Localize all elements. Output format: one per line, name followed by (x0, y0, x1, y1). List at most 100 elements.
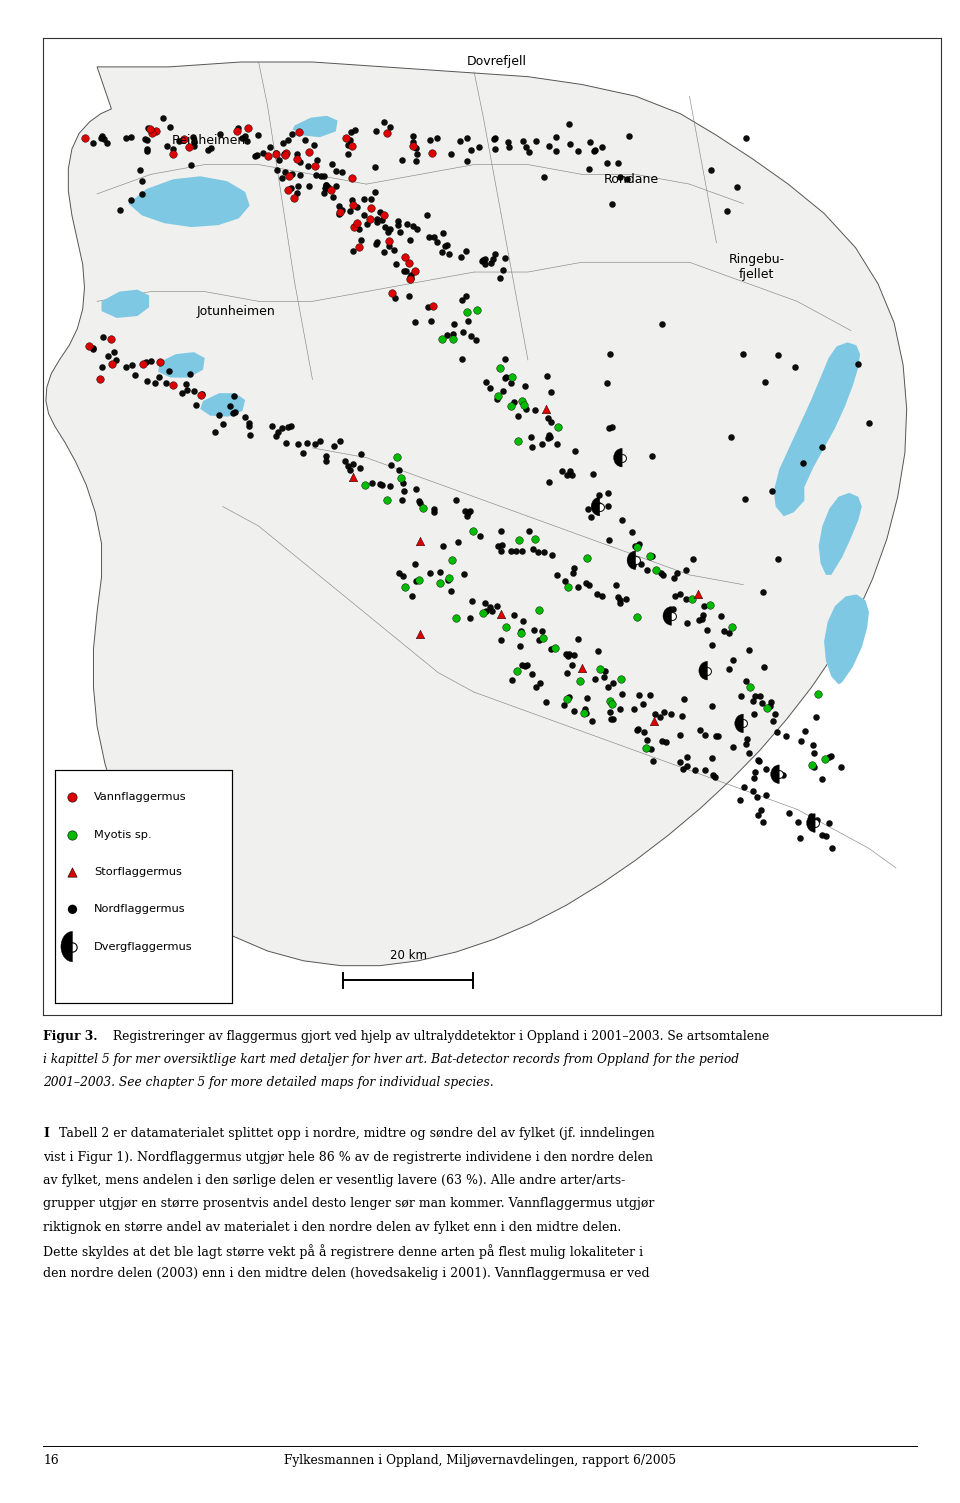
Point (600, 481, 615, 505)
Point (234, 126, 250, 150)
Point (497, 347, 513, 371)
Polygon shape (824, 594, 869, 684)
Point (619, 167, 635, 191)
Point (464, 138, 479, 162)
Point (654, 729, 669, 753)
Text: 2001–2003. See chapter 5 for more detailed maps for individual species.: 2001–2003. See chapter 5 for more detail… (43, 1076, 493, 1090)
Point (547, 636, 563, 660)
Text: Dvergflaggermus: Dvergflaggermus (94, 941, 192, 951)
Point (612, 588, 628, 612)
Point (465, 589, 480, 613)
Point (364, 470, 379, 494)
Point (65, 786, 80, 810)
Point (291, 431, 306, 455)
Point (591, 494, 607, 519)
Point (564, 652, 579, 676)
Point (321, 176, 336, 200)
Point (284, 162, 300, 186)
Point (356, 203, 372, 227)
Point (85, 337, 101, 361)
Point (159, 134, 175, 158)
Point (580, 497, 595, 522)
Point (290, 174, 305, 198)
Point (277, 161, 293, 185)
Point (413, 491, 428, 516)
Point (346, 194, 361, 218)
Point (765, 709, 780, 733)
Point (276, 131, 291, 155)
Point (767, 702, 782, 726)
Point (307, 155, 323, 179)
Point (262, 135, 277, 159)
Point (495, 379, 511, 403)
Point (558, 570, 573, 594)
Point (508, 538, 523, 562)
Point (487, 128, 502, 152)
Polygon shape (201, 394, 245, 416)
Point (612, 165, 627, 189)
Point (298, 128, 313, 152)
Point (182, 362, 198, 386)
Point (543, 380, 559, 404)
Point (605, 415, 620, 439)
Point (692, 609, 708, 633)
Point (434, 240, 449, 265)
Point (543, 637, 559, 661)
Point (596, 664, 612, 688)
Point (426, 225, 442, 249)
Point (296, 440, 311, 464)
Point (485, 246, 500, 271)
Point (516, 129, 531, 153)
Point (188, 392, 204, 416)
Point (822, 744, 837, 768)
Point (517, 374, 533, 398)
Text: 16: 16 (43, 1455, 59, 1467)
Point (528, 528, 543, 552)
Point (108, 347, 124, 371)
Point (752, 748, 767, 773)
Point (368, 155, 383, 179)
Point (229, 119, 245, 143)
Point (695, 603, 710, 627)
Point (348, 119, 363, 143)
Point (585, 463, 600, 487)
Point (578, 571, 593, 595)
Point (805, 733, 821, 758)
Point (753, 684, 768, 708)
Point (408, 570, 423, 594)
Point (523, 424, 539, 448)
Point (180, 377, 195, 401)
Point (186, 134, 202, 158)
Point (138, 350, 154, 374)
Text: riktignok en større andel av materialet i den nordre delen av fylket enn i den m: riktignok en større andel av materialet … (43, 1220, 621, 1234)
Point (207, 419, 223, 443)
Point (459, 149, 474, 173)
Text: den nordre delen (2003) enn i den midtre delen (hovedsakelig i 2001). Vannflagge: den nordre delen (2003) enn i den midtre… (43, 1267, 650, 1281)
Point (604, 693, 619, 717)
Point (237, 125, 252, 149)
Point (474, 248, 490, 272)
Point (161, 359, 177, 383)
Point (316, 180, 331, 204)
Point (435, 534, 450, 558)
Point (457, 499, 472, 523)
Point (186, 129, 202, 153)
Point (346, 239, 361, 263)
Point (762, 694, 778, 718)
Point (390, 213, 405, 237)
Wedge shape (806, 813, 815, 833)
Point (630, 718, 645, 742)
Point (422, 561, 438, 585)
Point (756, 655, 772, 679)
Point (140, 138, 156, 162)
Point (426, 497, 442, 522)
Point (806, 756, 822, 780)
Point (514, 619, 529, 643)
Point (373, 207, 389, 231)
Point (558, 642, 573, 666)
Point (488, 242, 503, 266)
Point (587, 140, 602, 164)
Point (536, 541, 551, 565)
Point (764, 479, 780, 504)
Point (289, 143, 304, 167)
